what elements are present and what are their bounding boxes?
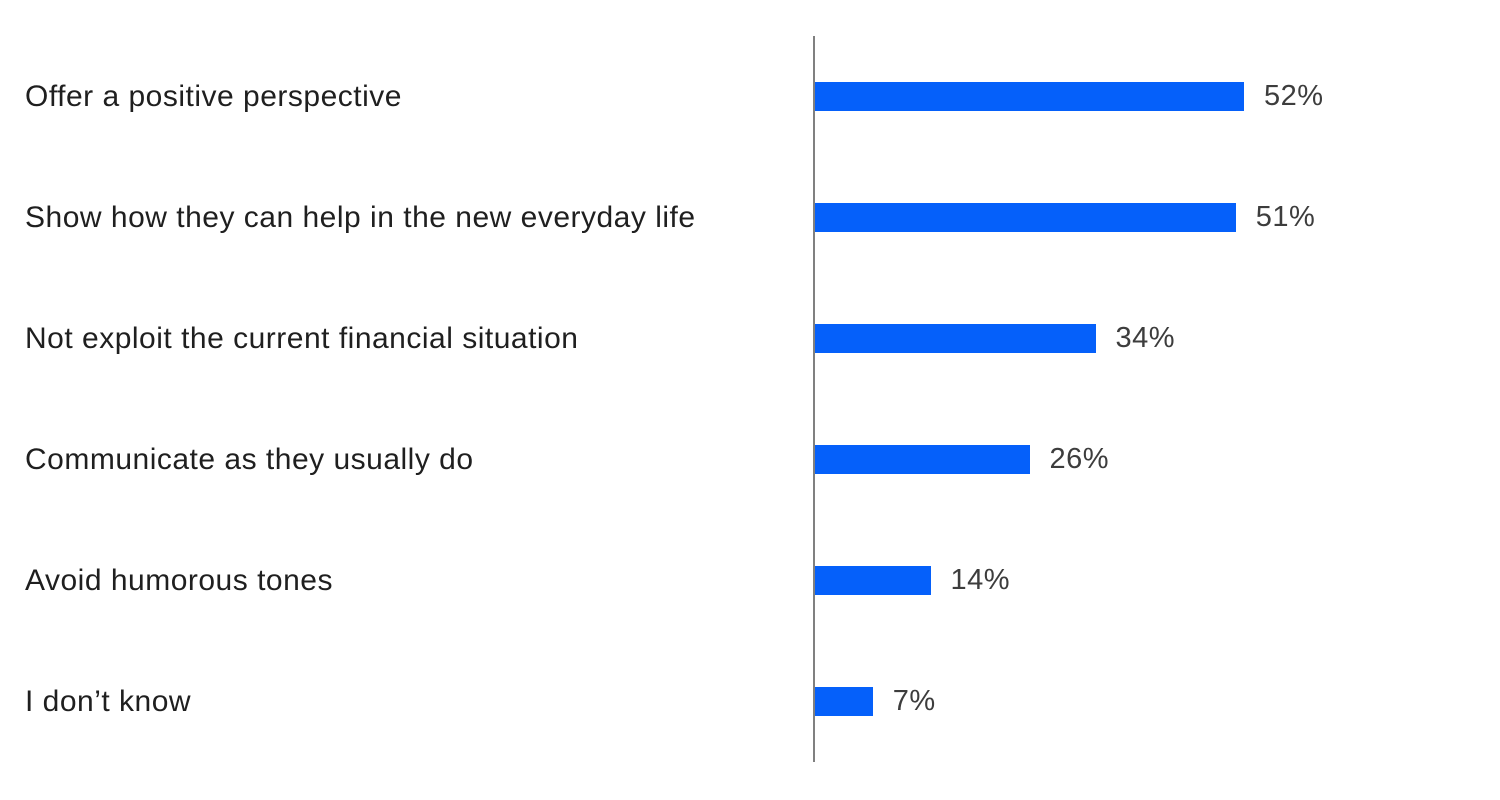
bar-area: 52% [813, 36, 1500, 157]
bar-row: I don’t know 7% [0, 641, 1500, 762]
value-label: 51% [1255, 201, 1316, 233]
bar-row: Show how they can help in the new everyd… [0, 157, 1500, 278]
bar-area: 26% [813, 399, 1500, 520]
bar [815, 566, 931, 595]
bar [815, 687, 873, 716]
value-label: 7% [892, 685, 936, 717]
bar-area: 7% [813, 641, 1500, 762]
category-label: Show how they can help in the new everyd… [25, 200, 696, 234]
category-label: Communicate as they usually do [25, 442, 474, 476]
chart-rows: Offer a positive perspective 52% Show ho… [0, 36, 1500, 762]
value-label: 34% [1115, 322, 1176, 354]
bar-row: Not exploit the current financial situat… [0, 278, 1500, 399]
bar-area: 34% [813, 278, 1500, 399]
value-label: 52% [1264, 80, 1324, 112]
bar [815, 445, 1030, 474]
bar-row: Offer a positive perspective 52% [0, 36, 1500, 157]
value-label: 14% [950, 564, 1011, 596]
bar [815, 82, 1244, 111]
bar-area: 14% [813, 520, 1500, 641]
bar-area: 51% [813, 157, 1500, 278]
bar [815, 324, 1096, 353]
value-label: 26% [1049, 443, 1110, 475]
bar [815, 203, 1236, 232]
category-label: Avoid humorous tones [25, 563, 333, 597]
category-label: Not exploit the current financial situat… [25, 321, 579, 355]
category-label: I don’t know [25, 684, 192, 718]
bar-row: Communicate as they usually do 26% [0, 399, 1500, 520]
category-label: Offer a positive perspective [25, 79, 402, 113]
bar-row: Avoid humorous tones 14% [0, 520, 1500, 641]
